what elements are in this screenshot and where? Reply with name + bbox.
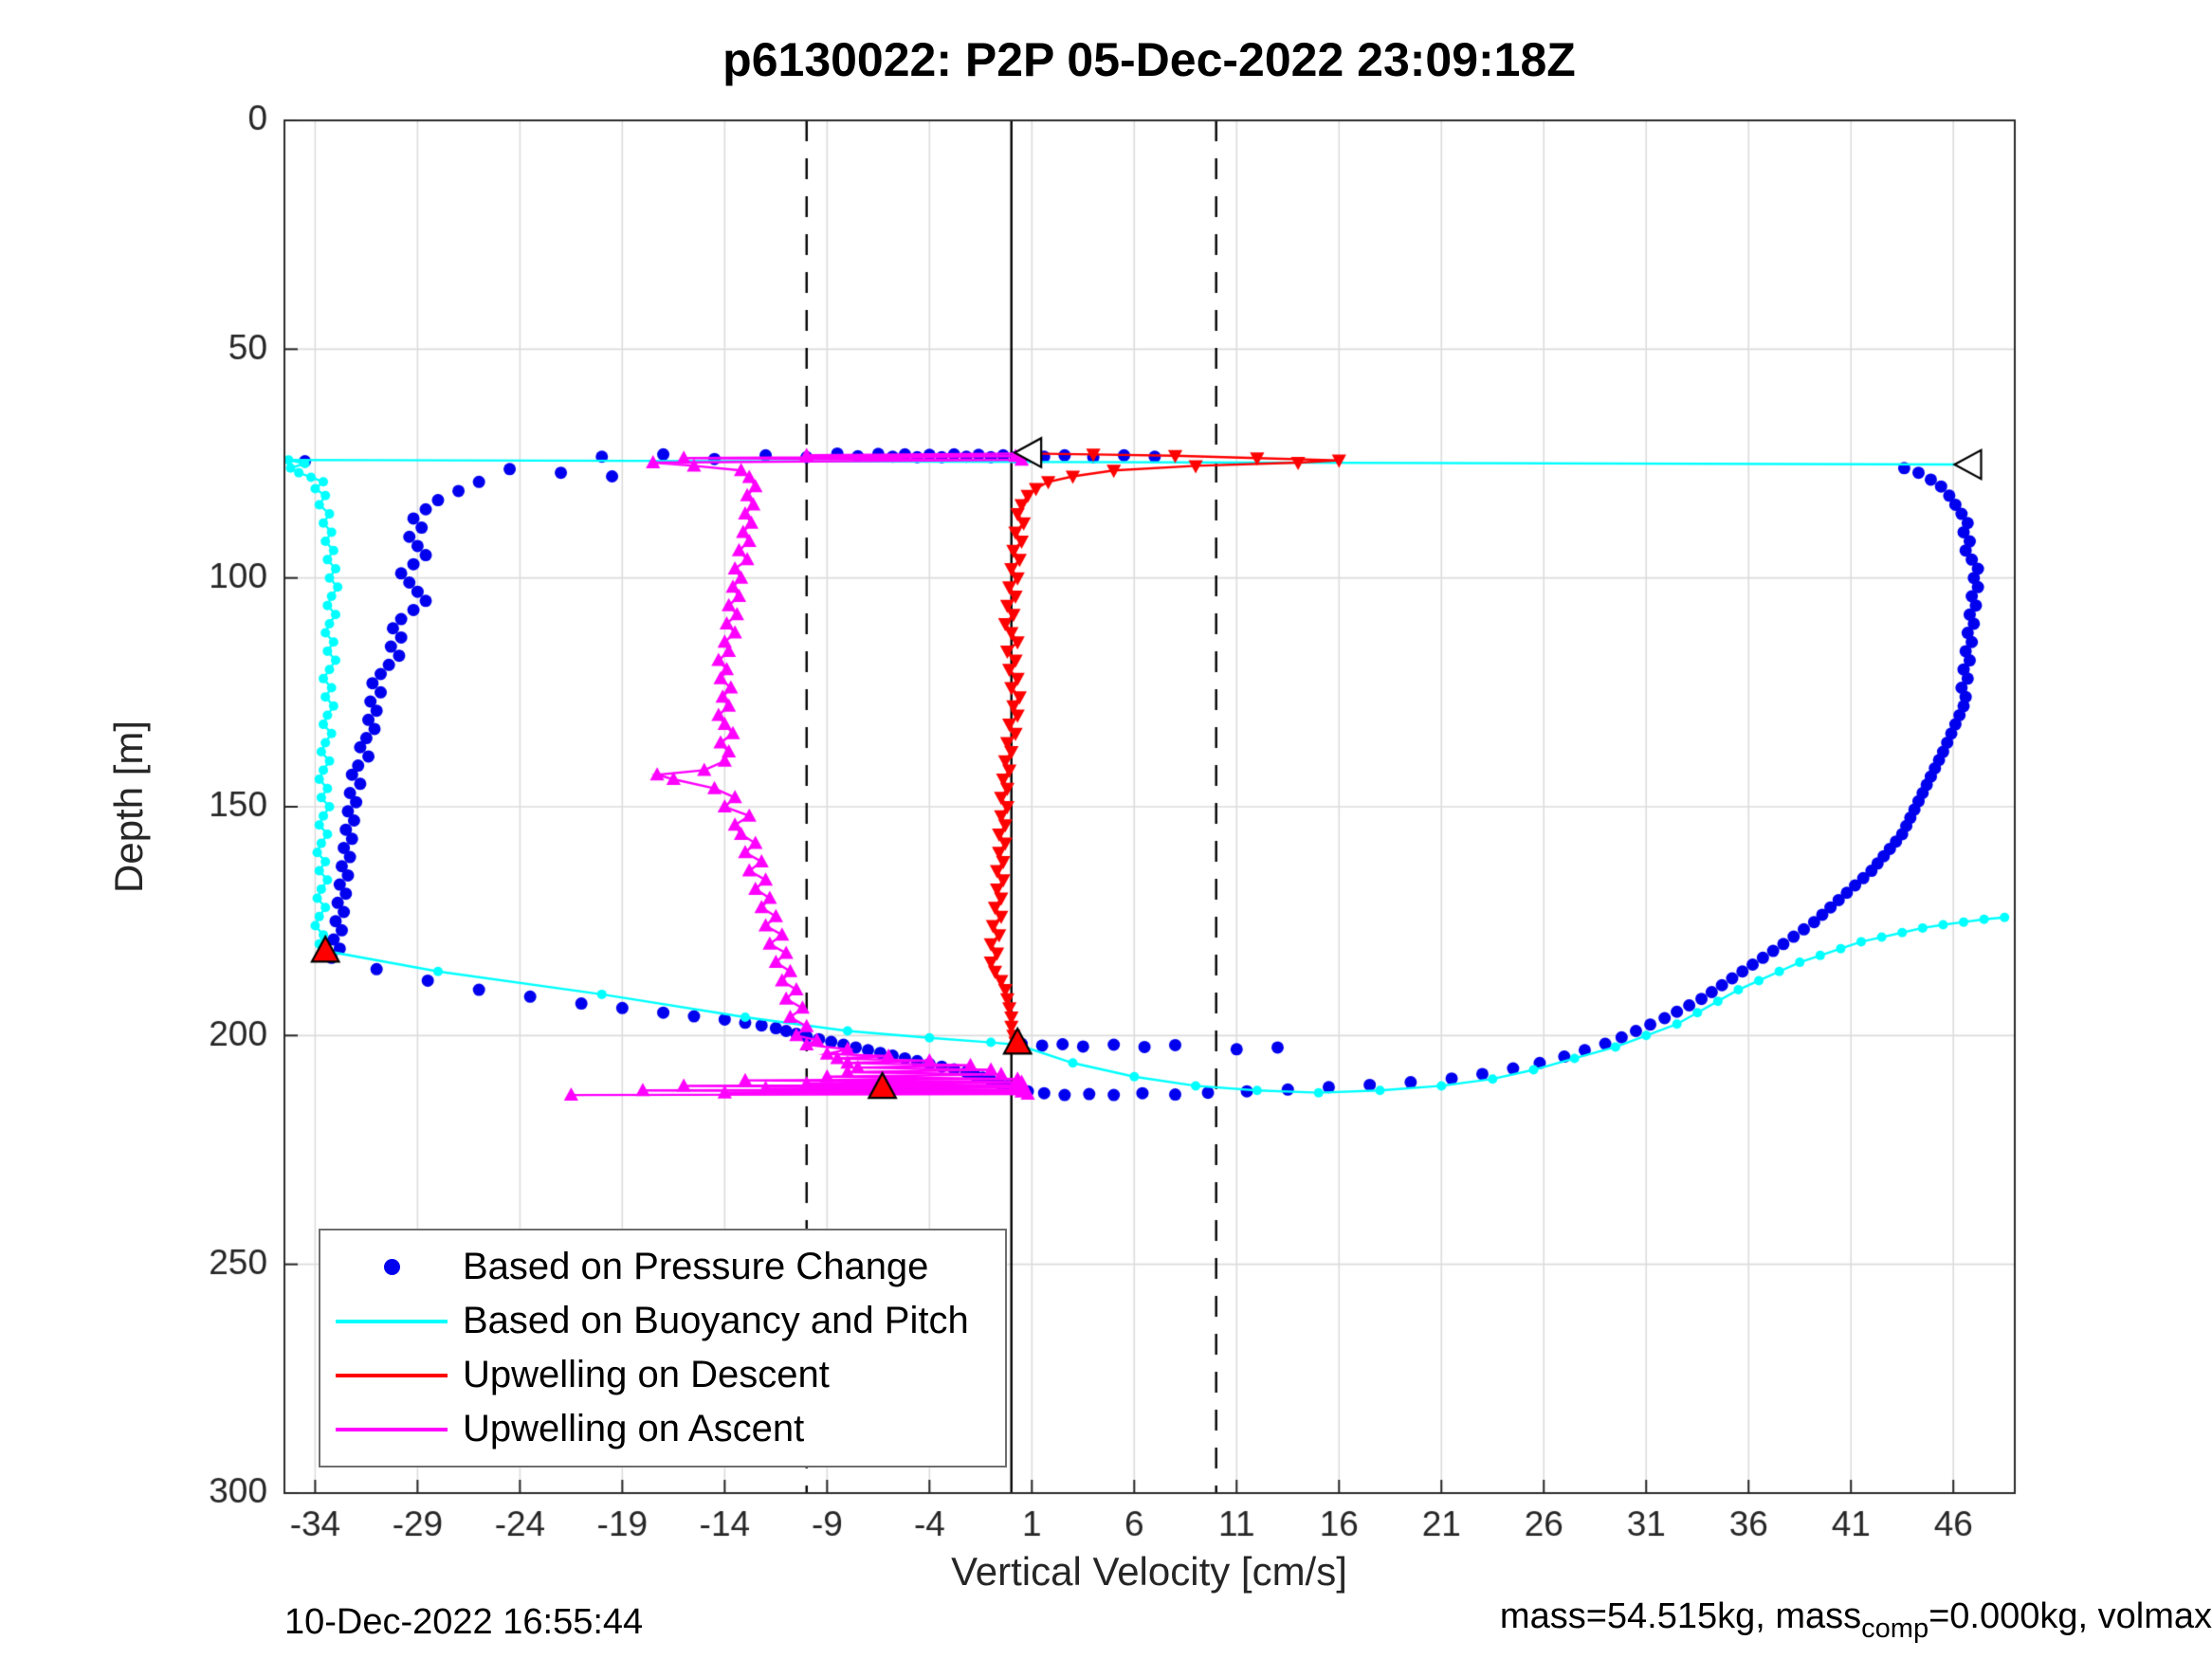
- x-axis-label: Vertical Velocity [cm/s]: [951, 1549, 1347, 1594]
- legend-item-upwelling-descent: Upwelling on Descent: [320, 1348, 1005, 1402]
- legend-label: Based on Buoyancy and Pitch: [463, 1300, 969, 1341]
- legend-line-marker: [320, 1319, 463, 1323]
- chart-title: p6130022: P2P 05-Dec-2022 23:09:18Z: [722, 33, 1576, 86]
- legend: Based on Pressure Change Based on Buoyan…: [319, 1229, 1007, 1468]
- legend-label: Upwelling on Descent: [463, 1354, 830, 1395]
- legend-item-pressure-change: Based on Pressure Change: [320, 1240, 1005, 1294]
- legend-item-buoyancy-pitch: Based on Buoyancy and Pitch: [320, 1294, 1005, 1348]
- legend-line-marker: [320, 1427, 463, 1431]
- legend-line-marker: [320, 1373, 463, 1377]
- legend-label: Upwelling on Ascent: [463, 1408, 805, 1449]
- y-axis-label: Depth [m]: [106, 720, 151, 894]
- legend-label: Based on Pressure Change: [463, 1246, 929, 1287]
- legend-dot-marker: [320, 1259, 463, 1275]
- footer-mass-subscript: comp: [1861, 1613, 1929, 1644]
- legend-item-upwelling-ascent: Upwelling on Ascent: [320, 1402, 1005, 1456]
- footer-mass-pre: mass=54.515kg, mass: [1499, 1596, 1862, 1636]
- footer-timestamp: 10-Dec-2022 16:55:44: [284, 1602, 644, 1642]
- footer-mass-post: =0.000kg, volmax: [1929, 1596, 2212, 1636]
- footer-mass-info: mass=54.515kg, masscomp=0.000kg, volmax: [1500, 1596, 2212, 1645]
